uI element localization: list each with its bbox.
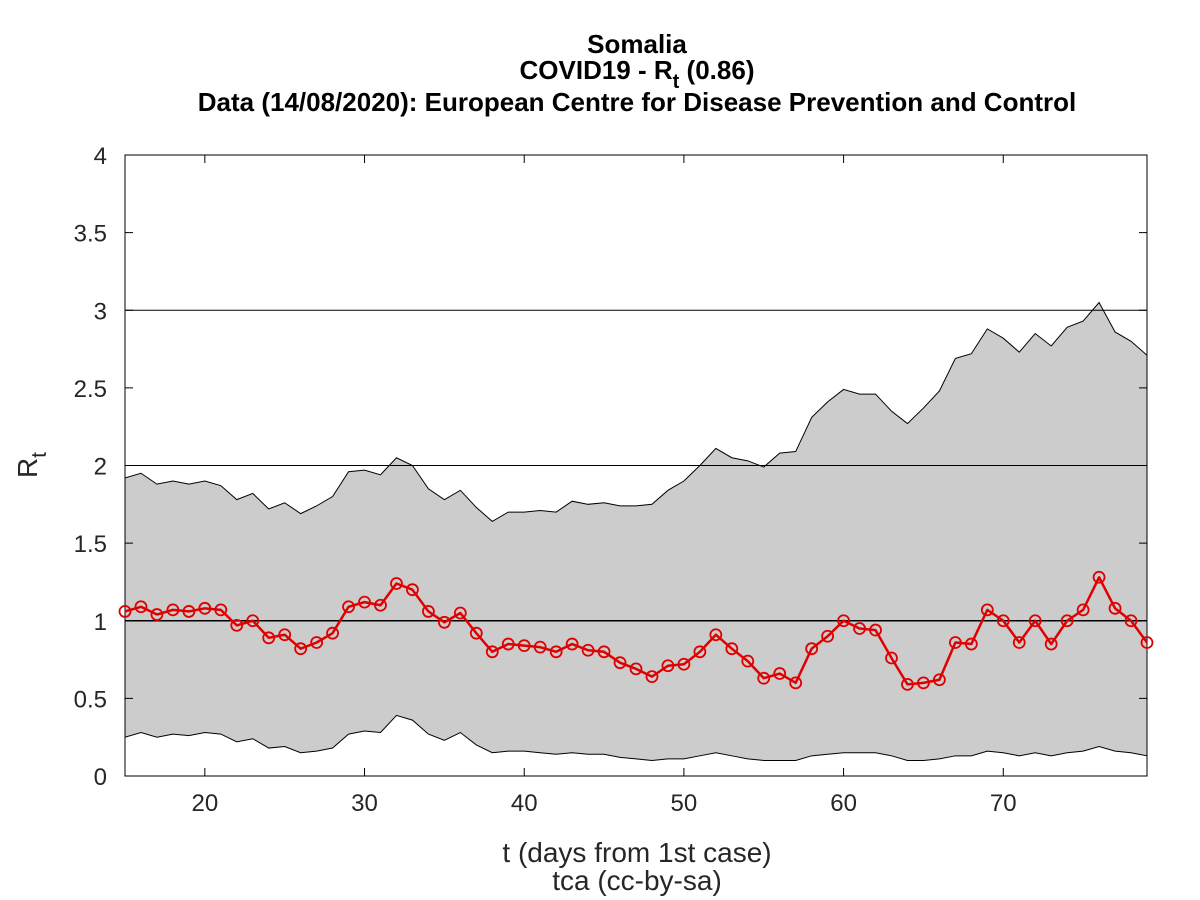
rt-point [1028, 614, 1042, 628]
rt-point [1092, 570, 1106, 584]
title-metric: COVID19 - Rt (0.86) [520, 55, 755, 93]
rt-point [613, 656, 627, 670]
rt-point [230, 619, 244, 632]
rt-point [501, 637, 515, 651]
title-metric-suffix: (0.86) [679, 55, 754, 85]
rt-point [661, 659, 675, 673]
y-tick-label: 3.5 [74, 221, 107, 248]
rt-point [789, 676, 803, 690]
rt-point [1140, 636, 1154, 649]
rt-point [118, 605, 132, 618]
rt-point [1076, 603, 1090, 617]
band-upper-line [124, 301, 1148, 523]
rt-point [358, 595, 371, 609]
rt-point [757, 671, 771, 685]
rt-point [166, 603, 180, 617]
rt-point [246, 614, 260, 628]
rt-point [422, 605, 435, 618]
rt-point [964, 637, 978, 651]
rt-point [853, 622, 866, 635]
rt-point [326, 626, 339, 640]
x-tick-label: 20 [191, 790, 218, 817]
rt-point [214, 603, 228, 617]
y-tick-label: 1 [94, 609, 107, 636]
rt-point [549, 645, 563, 659]
y-tick-label: 4 [94, 143, 107, 170]
title-metric-prefix: COVID19 - R [520, 55, 673, 85]
x-tick-label: 60 [830, 790, 857, 817]
x-tick-label: 50 [671, 790, 698, 817]
y-axis-label: Rt [12, 452, 51, 478]
y-tick-label: 2.5 [74, 376, 107, 403]
rt-point [629, 662, 643, 676]
rt-point [885, 651, 898, 665]
rt-point [837, 614, 850, 628]
rt-point [741, 654, 755, 668]
rt-point [134, 600, 148, 614]
rt-point [645, 670, 659, 684]
title-source: Data (14/08/2020): European Centre for D… [198, 87, 1076, 117]
rt-point [693, 645, 707, 659]
rt-point [581, 643, 595, 657]
rt-point [485, 645, 499, 659]
rt-point [709, 628, 723, 642]
rt-point [533, 640, 547, 654]
x-tick-label: 40 [511, 790, 538, 817]
y-tick-label: 0 [94, 764, 107, 791]
rt-point [1060, 614, 1074, 628]
x-axis-label: t (days from 1st case) [502, 837, 771, 868]
rt-point [390, 577, 403, 590]
rt-point [310, 636, 324, 649]
y-tick-label: 1.5 [74, 531, 107, 558]
y-axis-label-main: R [12, 458, 43, 478]
rt-point [294, 642, 308, 656]
rt-point [901, 678, 914, 691]
title-metric-subscript: t [673, 71, 680, 93]
rt-point [517, 639, 531, 652]
x-axis-label-2: tca (cc-by-sa) [552, 865, 722, 896]
rt-point [1124, 614, 1138, 628]
chart-title: Somalia COVID19 - Rt (0.86) Data (14/08/… [198, 29, 1076, 117]
rt-point [1108, 601, 1122, 615]
rt-point [996, 614, 1010, 628]
y-tick-label: 2 [94, 454, 107, 481]
rt-point [437, 615, 451, 629]
rt-point [948, 636, 962, 649]
y-tick-label: 0.5 [74, 686, 107, 713]
rt-point [1044, 637, 1058, 651]
y-axis-label-subscript: t [28, 452, 51, 458]
band-lower-line [124, 714, 1148, 761]
rt-point [565, 637, 579, 651]
rt-point [933, 673, 946, 687]
rt-series-line [124, 576, 1149, 686]
rt-point [917, 676, 930, 690]
y-tick-label: 3 [94, 298, 107, 325]
rt-point [1012, 636, 1026, 649]
x-tick-label: 30 [351, 790, 378, 817]
confidence-band [125, 302, 1147, 761]
rt-point [198, 601, 212, 615]
rt-point [278, 628, 292, 642]
rt-point [869, 623, 882, 637]
rt-point [677, 657, 691, 671]
rt-point [773, 667, 787, 680]
rt-point [150, 608, 164, 621]
rt-point [406, 583, 419, 597]
rt-point [374, 598, 387, 612]
rt-point [469, 626, 483, 640]
title-country: Somalia [587, 29, 687, 59]
rt-point [821, 629, 835, 643]
rt-point [805, 642, 819, 656]
rt-point [342, 600, 355, 614]
rt-point [182, 605, 196, 618]
rt-point [725, 642, 739, 656]
rt-point [597, 645, 611, 659]
rt-point [262, 631, 276, 645]
rt-point [980, 603, 994, 617]
rt-point [453, 606, 467, 620]
plot-area: 20 30 40 50 60 70 0 0.5 1 1.5 2 2.5 3 3.5 4 [74, 143, 1154, 817]
x-tick-label: 70 [990, 790, 1017, 817]
